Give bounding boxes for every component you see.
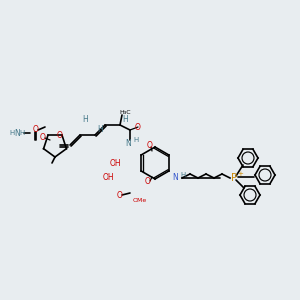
Text: P: P <box>231 173 237 183</box>
Text: O: O <box>145 178 151 187</box>
Text: H: H <box>82 116 88 124</box>
Text: O: O <box>40 134 46 142</box>
Text: N: N <box>14 128 20 137</box>
Text: OH: OH <box>102 172 114 182</box>
Text: O: O <box>33 125 39 134</box>
Text: H: H <box>122 116 128 124</box>
Text: O: O <box>57 131 63 140</box>
Text: O: O <box>117 190 123 200</box>
Text: H: H <box>9 130 15 136</box>
Text: H: H <box>134 137 139 143</box>
Text: OH: OH <box>109 158 121 167</box>
Text: O: O <box>135 124 141 133</box>
Text: N: N <box>125 139 131 148</box>
Text: O: O <box>147 140 153 149</box>
Text: H: H <box>20 130 25 136</box>
Text: OMe: OMe <box>133 197 147 202</box>
Text: H: H <box>97 125 103 134</box>
Text: H₃C: H₃C <box>119 110 131 115</box>
Text: N: N <box>172 173 178 182</box>
Text: H: H <box>180 172 186 178</box>
Text: +: + <box>237 171 243 177</box>
